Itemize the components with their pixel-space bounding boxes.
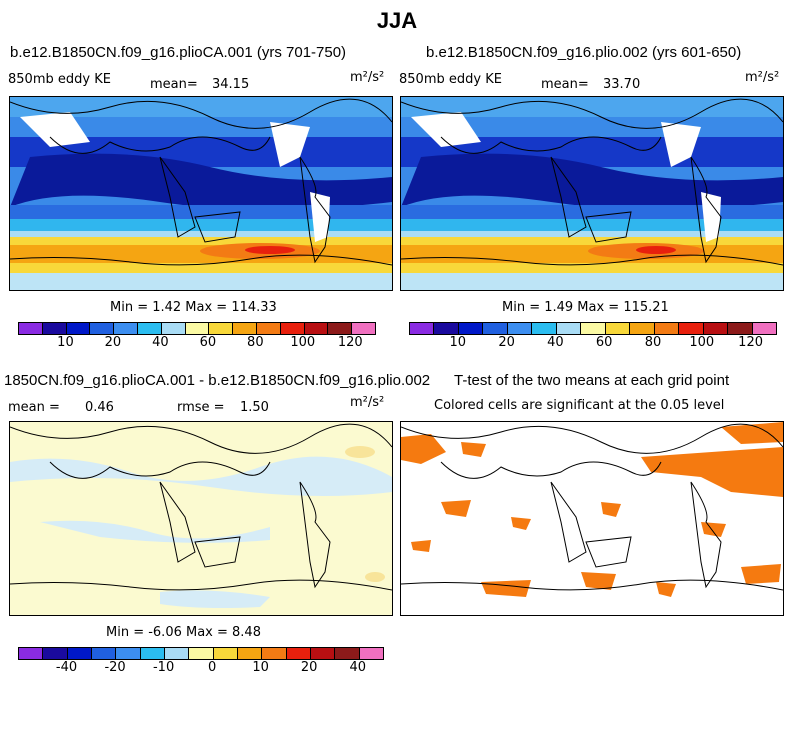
panel3-stats: Min = -6.06 Max = 8.48 — [106, 625, 261, 640]
panel3-mean-label: mean = — [8, 400, 60, 415]
colorbar-tick-label: -10 — [152, 660, 175, 675]
colorbar-tick-label: 20 — [498, 335, 515, 350]
colorbar-swatch — [630, 323, 655, 334]
panel3-rmse-value: 1.50 — [240, 400, 269, 415]
panel1-map-svg — [10, 97, 392, 290]
panel2-colorbar — [409, 322, 777, 335]
colorbar-tick-label: 20 — [104, 335, 122, 350]
colorbar-swatch — [116, 648, 141, 659]
colorbar-tick-label: 10 — [449, 335, 467, 350]
colorbar-swatch — [91, 648, 117, 659]
colorbar-tick-label: 20 — [300, 660, 318, 675]
panel1-mean-label: mean= — [150, 77, 198, 92]
colorbar-swatch — [605, 323, 631, 334]
colorbar-swatch — [280, 323, 305, 334]
colorbar-swatch — [256, 323, 281, 334]
colorbar-swatch — [114, 323, 138, 334]
colorbar-swatch — [752, 323, 777, 334]
panel2-mean-value: 33.70 — [603, 77, 641, 92]
figure-title: JJA — [376, 8, 418, 33]
colorbar-tick-label: -20 — [104, 660, 126, 675]
colorbar-swatch — [233, 323, 257, 334]
colorbar-swatch — [66, 323, 91, 334]
panel3-map-svg — [10, 422, 392, 615]
colorbar-tick-label: 100 — [689, 335, 715, 350]
panel1-variable: 850mb eddy KE — [8, 72, 111, 87]
colorbar-tick-label: 120 — [738, 335, 764, 350]
colorbar-swatch — [185, 323, 210, 334]
colorbar-swatch — [310, 648, 336, 659]
colorbar-swatch — [328, 323, 353, 334]
panel1-stats: Min = 1.42 Max = 114.33 — [110, 300, 277, 315]
panel2-map — [400, 96, 784, 291]
colorbar-swatch — [703, 323, 729, 334]
colorbar-tick-label: 40 — [547, 335, 564, 350]
colorbar-tick-label: 40 — [349, 660, 366, 675]
panel3-mean-value: 0.46 — [85, 400, 114, 415]
colorbar-swatch — [164, 648, 190, 659]
colorbar-swatch — [654, 323, 680, 334]
colorbar-swatch — [335, 648, 360, 659]
colorbar-swatch — [140, 648, 165, 659]
colorbar-swatch — [483, 323, 508, 334]
colorbar-tick-label: 120 — [337, 335, 363, 350]
colorbar-swatch — [209, 323, 234, 334]
panel2-stats: Min = 1.49 Max = 115.21 — [502, 300, 669, 315]
colorbar-tick-label: 80 — [644, 335, 662, 350]
colorbar-swatch — [213, 648, 238, 659]
panel2-variable: 850mb eddy KE — [399, 72, 502, 87]
colorbar-swatch — [42, 323, 67, 334]
colorbar-tick-label: 80 — [247, 335, 264, 350]
colorbar-swatch — [304, 323, 329, 334]
colorbar-swatch — [67, 648, 92, 659]
colorbar-swatch — [507, 323, 533, 334]
colorbar-swatch — [262, 648, 287, 659]
colorbar-tick-label: 40 — [152, 335, 169, 350]
colorbar-swatch — [19, 648, 44, 659]
colorbar-swatch — [556, 323, 582, 334]
colorbar-swatch — [19, 323, 43, 334]
colorbar-swatch — [286, 648, 311, 659]
panel4-title: T-test of the two means at each grid poi… — [454, 372, 730, 389]
colorbar-swatch — [359, 648, 383, 659]
colorbar-swatch — [434, 323, 459, 334]
colorbar-tick-label: 10 — [252, 660, 269, 675]
colorbar-tick-label: 60 — [595, 335, 613, 350]
colorbar-swatch — [410, 323, 435, 334]
panel2-mean-label: mean= — [541, 77, 589, 92]
colorbar-swatch — [728, 323, 753, 334]
panel3-title: 1850CN.f09_g16.plioCA.001 - b.e12.B1850C… — [4, 372, 431, 389]
colorbar-swatch — [352, 323, 375, 334]
colorbar-swatch — [581, 323, 606, 334]
colorbar-swatch — [189, 648, 214, 659]
panel2-units: m²/s² — [745, 70, 780, 85]
panel3-colorbar — [18, 647, 384, 660]
panel4-map-svg — [401, 422, 783, 615]
colorbar-swatch — [137, 323, 162, 334]
colorbar-swatch — [679, 323, 704, 334]
panel3-map — [9, 421, 393, 616]
panel1-units: m²/s² — [350, 70, 385, 85]
colorbar-swatch — [90, 323, 115, 334]
colorbar-tick-label: 60 — [199, 335, 217, 350]
colorbar-swatch — [458, 323, 484, 334]
colorbar-swatch — [43, 648, 68, 659]
panel1-title: b.e12.B1850CN.f09_g16.plioCA.001 (yrs 70… — [10, 44, 347, 61]
colorbar-swatch — [532, 323, 557, 334]
panel2-title: b.e12.B1850CN.f09_g16.plio.002 (yrs 601-… — [426, 44, 742, 61]
colorbar-swatch — [237, 648, 263, 659]
panel1-colorbar — [18, 322, 376, 335]
colorbar-tick-label: 10 — [57, 335, 74, 350]
colorbar-tick-label: -40 — [55, 660, 78, 675]
panel1-map — [9, 96, 393, 291]
colorbar-swatch — [161, 323, 186, 334]
panel2-map-svg — [401, 97, 783, 290]
panel3-rmse-label: rmse = — [177, 400, 225, 415]
colorbar-tick-label: 100 — [290, 335, 316, 350]
panel4-map — [400, 421, 784, 616]
panel3-units: m²/s² — [350, 395, 385, 410]
panel4-subtitle: Colored cells are significant at the 0.0… — [434, 398, 725, 413]
panel1-mean-value: 34.15 — [212, 77, 250, 92]
colorbar-tick-label: 0 — [207, 660, 217, 675]
